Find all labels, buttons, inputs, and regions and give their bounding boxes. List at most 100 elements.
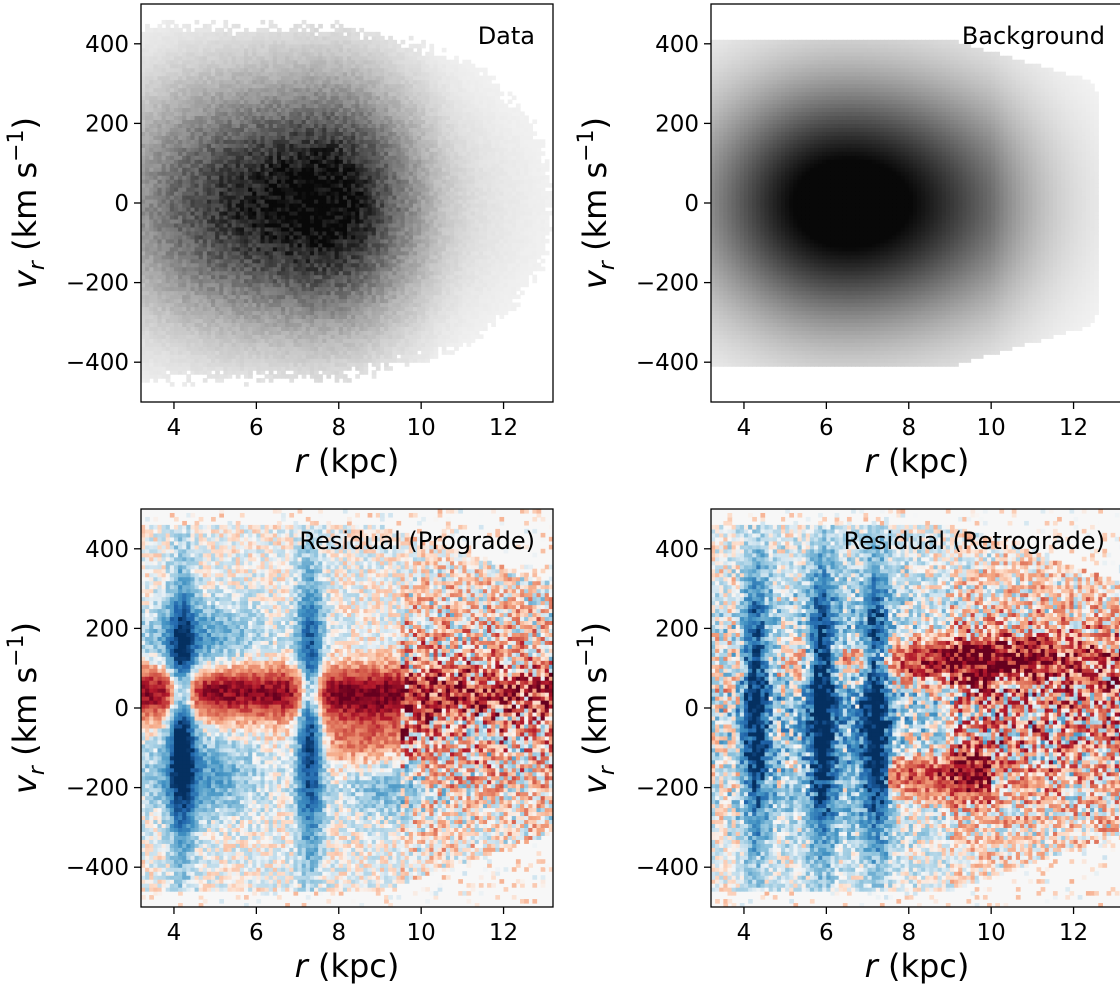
heatmap-cell [169,131,175,136]
heatmap-cell [285,306,290,312]
heatmap-cell [268,155,274,160]
heatmap-cell [223,234,229,240]
heatmap-cell [211,79,216,85]
heatmap-cell [293,155,299,160]
heatmap-cell [285,282,290,288]
heatmap-cell [276,342,282,347]
heatmap-cell [169,362,175,367]
heatmap-cell [342,214,348,220]
heatmap-cell [145,75,150,81]
heatmap-cell [342,330,348,335]
heatmap-cell [141,199,146,204]
heatmap-cell [169,79,175,85]
heatmap-cell [173,362,179,367]
heatmap-cell [305,143,311,148]
heatmap-cell [363,63,369,69]
heatmap-cell [330,298,336,304]
heatmap-cell [239,199,245,204]
heatmap-cell [371,330,377,335]
heatmap-cell [252,342,257,347]
heatmap-cell [202,163,208,168]
heatmap-cell [256,163,262,168]
heatmap-cell [268,230,274,236]
heatmap-cell [194,155,200,160]
heatmap-cell [244,95,249,101]
heatmap-cell [149,71,154,77]
heatmap-cell [371,250,377,256]
heatmap-cell [334,266,340,272]
heatmap-cell [149,222,154,228]
heatmap-cell [161,326,167,331]
heatmap-cell [157,362,163,367]
heatmap-cell [351,143,356,148]
heatmap-cell [149,95,154,101]
heatmap-cell [149,326,154,331]
heatmap-cell [297,171,303,176]
heatmap-cell [202,302,208,308]
heatmap-cell [338,206,344,212]
heatmap-cell [289,171,295,176]
heatmap-cell [202,159,208,164]
heatmap-cell [186,55,192,61]
heatmap-cell [182,75,187,81]
heatmap-cell [355,179,360,184]
heatmap-cell [227,282,233,288]
heatmap-cell [215,282,220,288]
heatmap-cell [371,167,377,172]
heatmap-cell [268,262,274,268]
heatmap-cell [173,55,179,61]
heatmap-cell [363,314,369,320]
heatmap-cell [314,59,319,65]
heatmap-cell [355,358,360,363]
heatmap-cell [289,314,295,320]
heatmap-cell [342,246,348,252]
heatmap-cell [347,115,352,121]
heatmap-cell [227,123,233,128]
heatmap-cell [141,111,146,117]
heatmap-cell [252,282,257,288]
heatmap-cell [371,290,377,296]
heatmap-cell [314,151,319,156]
heatmap-cell [153,334,159,339]
heatmap-cell [157,27,163,33]
heatmap-cell [244,270,249,276]
heatmap-cell [293,111,299,117]
heatmap-cell [359,111,365,117]
heatmap-cell [173,91,179,97]
heatmap-cell [363,167,369,172]
heatmap-cell [326,370,332,375]
heatmap-cell [211,210,216,216]
heatmap-cell [371,370,377,375]
heatmap-cell [211,218,216,224]
heatmap-cell [256,294,262,300]
heatmap-cell [355,115,360,121]
heatmap-cell [260,107,266,113]
heatmap-cell [347,290,352,296]
heatmap-cell [153,262,159,268]
heatmap-cell [206,167,212,172]
heatmap-cell [347,103,352,109]
heatmap-cell [235,135,241,140]
heatmap-cell [301,330,307,335]
heatmap-cell [194,119,200,124]
heatmap-cell [202,131,208,136]
heatmap-cell [141,75,146,81]
heatmap-cell [281,43,286,49]
heatmap-cell [219,246,224,252]
heatmap-cell [227,298,233,304]
heatmap-cell [161,83,167,89]
heatmap-cell [178,330,183,335]
heatmap-cell [301,238,307,244]
heatmap-cell [169,266,175,272]
heatmap-cell [318,123,323,128]
heatmap-cell [342,51,348,57]
heatmap-cell [149,111,154,117]
heatmap-cell [264,39,270,45]
heatmap-cell [202,167,208,172]
heatmap-cell [215,151,220,156]
heatmap-cell [289,75,295,81]
heatmap-cell [347,163,352,168]
heatmap-cell [326,59,332,65]
heatmap-cell [314,230,319,236]
heatmap-cell [330,83,336,89]
